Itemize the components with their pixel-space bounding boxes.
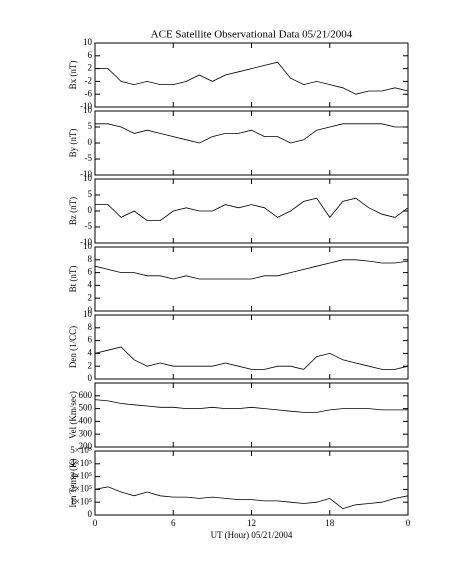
y-tick-label: 0 bbox=[88, 205, 93, 215]
y-tick-label: 2×10⁵ bbox=[70, 483, 92, 493]
y-tick-label: 8 bbox=[88, 254, 93, 264]
y-tick-label: 0 bbox=[88, 137, 93, 147]
y-tick-label: -5 bbox=[85, 153, 93, 163]
y-tick-label: 10 bbox=[83, 105, 93, 115]
y-tick-label: -10 bbox=[80, 101, 92, 111]
y-tick-label: 5×10⁵ bbox=[70, 445, 92, 455]
y-axis-label: Ion Temp (K) bbox=[68, 458, 78, 507]
y-tick-label: 3×10⁵ bbox=[70, 471, 92, 481]
plot-frame bbox=[94, 382, 409, 448]
data-line bbox=[94, 399, 408, 413]
x-tick-label: 18 bbox=[325, 518, 335, 528]
y-axis-label: By (nT) bbox=[68, 129, 78, 158]
data-line bbox=[94, 259, 409, 280]
x-axis-label: UT (Hour) 05/21/2004 bbox=[211, 530, 293, 540]
data-line bbox=[94, 486, 409, 510]
y-tick-label: 400 bbox=[79, 415, 93, 425]
x-tick-label: 12 bbox=[247, 518, 256, 528]
x-tick-label: 0 bbox=[93, 518, 98, 528]
y-axis-label: Bx (nT) bbox=[68, 61, 78, 90]
y-tick-label: 0 bbox=[88, 509, 93, 519]
y-tick-label: 10 bbox=[83, 241, 93, 251]
data-line bbox=[94, 346, 409, 370]
data-line bbox=[95, 61, 409, 95]
y-axis-label: Den (1/CC) bbox=[68, 326, 78, 368]
y-tick-label: -10 bbox=[80, 169, 92, 179]
y-tick-label: 1×10⁵ bbox=[70, 496, 92, 506]
y-tick-label: 10 bbox=[83, 37, 93, 47]
y-tick-label: 5 bbox=[88, 189, 93, 199]
x-tick-label: 6 bbox=[171, 518, 176, 528]
y-tick-label: 300 bbox=[79, 428, 93, 438]
x-tick-label: 0 bbox=[406, 518, 411, 528]
plot-frame bbox=[94, 178, 409, 244]
y-tick-label: 600 bbox=[79, 390, 93, 400]
y-tick-label: 2 bbox=[88, 360, 93, 370]
chart-title: ACE Satellite Observational Data 05/21/2… bbox=[151, 29, 353, 41]
y-tick-label: 4 bbox=[88, 279, 93, 289]
y-tick-label: 4 bbox=[88, 347, 93, 357]
y-tick-label: -10 bbox=[80, 237, 92, 247]
data-line bbox=[95, 197, 409, 222]
y-tick-label: 4×10⁵ bbox=[70, 458, 92, 468]
y-axis-label: Bz (nT) bbox=[68, 197, 78, 225]
y-tick-label: 6 bbox=[88, 50, 93, 60]
y-axis-label: Vel (Km/sec) bbox=[68, 391, 78, 439]
y-tick-label: 10 bbox=[83, 309, 93, 319]
y-tick-label: -5 bbox=[85, 221, 93, 231]
y-tick-label: 6 bbox=[88, 267, 93, 277]
plot-frame bbox=[94, 42, 409, 108]
y-axis-label: Bt (nT) bbox=[68, 266, 78, 293]
y-tick-label: -6 bbox=[85, 88, 93, 98]
y-tick-label: 8 bbox=[88, 322, 93, 332]
y-tick-label: 6 bbox=[88, 335, 93, 345]
y-tick-label: 10 bbox=[83, 173, 93, 183]
y-tick-label: -2 bbox=[85, 75, 93, 85]
data-line bbox=[95, 123, 408, 144]
y-tick-label: 200 bbox=[79, 441, 93, 451]
plot-frame bbox=[94, 110, 409, 176]
y-tick-label: 0 bbox=[88, 373, 93, 383]
y-tick-label: 5 bbox=[88, 121, 93, 131]
plot-frame bbox=[94, 450, 409, 516]
y-tick-label: 0 bbox=[88, 305, 93, 315]
y-tick-label: 2 bbox=[88, 292, 93, 302]
y-tick-label: 2 bbox=[88, 63, 93, 73]
y-tick-label: 500 bbox=[79, 403, 93, 413]
